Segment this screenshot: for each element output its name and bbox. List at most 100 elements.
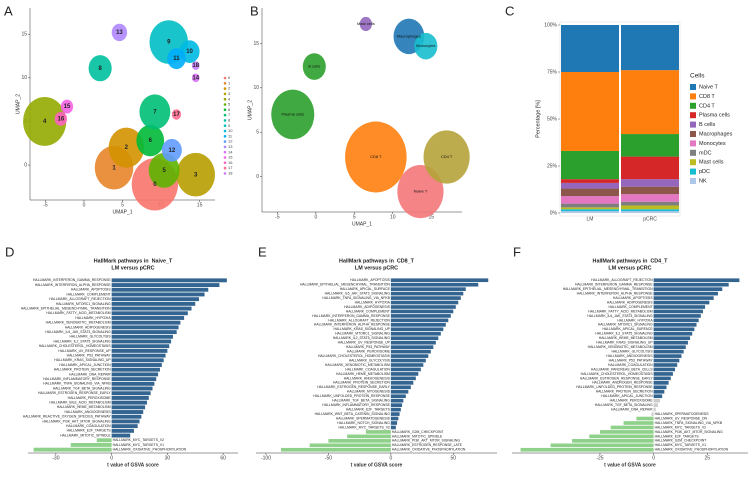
bar-label: HALLMARK_IL6_JAK_STAT3_SIGNALING [45, 330, 111, 334]
bar [111, 353, 166, 358]
y-tick-label: 15 [21, 32, 27, 38]
cluster-label: Macrophages [397, 33, 421, 38]
bar [653, 403, 658, 407]
bar [653, 394, 663, 399]
x-tick-label: pCRC [643, 216, 657, 222]
cluster [161, 138, 182, 162]
legend-swatch [223, 119, 227, 122]
x-tick-label: 50 [451, 455, 457, 461]
legend-label: 5 [228, 102, 231, 107]
bar [653, 336, 691, 341]
bar-label: HALLMARK_COMPLEMENT [346, 309, 390, 313]
panel-letter: E [258, 244, 267, 259]
bar-label: HALLMARK_P53_PATHWAY [67, 353, 112, 357]
bar-label: HALLMARK_GLYCOLYSIS [349, 358, 391, 362]
x-tick-label: LM [587, 216, 594, 222]
legend-label: 4 [228, 96, 231, 101]
bar [96, 438, 112, 443]
panel-title: HallMark pathways in CD8_T [339, 258, 415, 264]
cluster [136, 124, 165, 157]
bar [70, 442, 112, 447]
legend-swatch [223, 92, 227, 96]
cluster [167, 48, 186, 70]
legend-swatch [223, 108, 227, 112]
legend-swatch [223, 140, 227, 143]
cluster-label: 14 [192, 75, 199, 81]
cluster-label: 17 [173, 112, 180, 118]
y-tick-label: 5 [256, 130, 259, 136]
bar-label: HALLMARK_TNFA_SIGNALING_VIA_NFKB [655, 421, 723, 425]
bar-label: HALLMARK_APICAL_SURFACE [340, 287, 391, 291]
cluster [414, 32, 438, 60]
x-tick-label: -30 [52, 455, 59, 461]
bar-label: HALLMARK_DNA_REPAIR [69, 372, 111, 376]
bar-label: HALLMARK_APOPTOSIS [350, 278, 390, 282]
cluster [176, 152, 216, 197]
bar [390, 416, 399, 421]
legend-swatch [223, 76, 227, 80]
bar-label: HALLMARK_E2F_TARGETS [346, 408, 391, 412]
y-tick-label: 0% [550, 210, 558, 216]
x-tick-label: 0 [652, 455, 655, 461]
bar-label: HALLMARK_UNFOLDED_PROTEIN_RESPONSE [313, 394, 390, 398]
bar-label: HALLMARK_PANCREAS_BETA_CELLS [591, 367, 653, 371]
cluster-label: 11 [173, 56, 180, 62]
bar [653, 398, 661, 403]
bar-label: HALLMARK_ANGIOGENESIS [64, 410, 111, 414]
cluster [139, 94, 171, 130]
legend-label: 8 [228, 117, 231, 122]
bar [111, 339, 172, 344]
legend-swatch [223, 113, 227, 117]
bar-label: HALLMARK_INTERFERON_ALPHA_RESPONSE [577, 292, 654, 296]
cluster-label: 3 [194, 172, 198, 178]
x-tick-label: -5 [43, 202, 48, 208]
bar-segment [621, 25, 679, 71]
legend-swatch [223, 82, 227, 85]
bar-label: HALLMARK_PEROXISOME [347, 350, 391, 354]
bar [550, 443, 654, 448]
bar [623, 421, 654, 425]
bar [653, 381, 669, 385]
legend-swatch [690, 159, 696, 166]
bar [111, 428, 134, 433]
bar [111, 330, 177, 335]
bar [111, 367, 160, 372]
cluster-label: 13 [116, 30, 123, 36]
cluster-label: 5 [162, 168, 166, 174]
legend-label: 1 [228, 80, 231, 85]
cluster-label: 18 [192, 63, 199, 69]
bar [653, 305, 706, 309]
bar-label: HALLMARK_PEROXISOME [610, 399, 654, 403]
x-axis-title: t value of GSVA score [604, 462, 656, 468]
legend-swatch [690, 140, 696, 147]
legend-label: 11 [228, 133, 233, 138]
bar-label: HALLMARK_APOPTOSIS [71, 288, 111, 292]
cluster-label: 7 [153, 109, 157, 115]
bar-label: HALLMARK_ALLOGRAFT_REJECTION [591, 278, 653, 282]
legend-swatch [690, 84, 696, 90]
x-tick-label: 0 [389, 455, 392, 461]
bar-label: HALLMARK_COMPLEMENT [67, 292, 111, 296]
cluster [108, 127, 145, 168]
legend-label: 7 [228, 112, 231, 117]
bar-label: HALLMARK_ADIPOGENESIS [65, 325, 112, 329]
y-tick-label: 10 [253, 85, 259, 91]
bar-label: HALLMARK_TNFA_SIGNALING_VIA_NFKB [43, 382, 111, 386]
legend-swatch [223, 103, 227, 106]
bar-label: HALLMARK_TGF_BETA_SIGNALING [332, 399, 390, 403]
bar [653, 296, 714, 300]
bar-label: HALLMARK_INTERFERON_GAMMA_RESPONSE [33, 278, 111, 282]
bar-label: HALLMARK_MTORC1_SIGNALING [56, 302, 111, 306]
bar-label: HALLMARK_APOPTOSIS [613, 296, 653, 300]
cluster-label: 0 [153, 182, 157, 188]
panel-letter: B [250, 3, 259, 18]
bar [390, 300, 459, 305]
bar [111, 395, 149, 400]
x-tick-label: -25 [596, 455, 603, 461]
bar-label: HALLMARK_IL6_JAK_STAT3_SIGNALING [325, 292, 391, 296]
bar [653, 376, 671, 381]
legend-label: 2 [228, 86, 231, 91]
bar [390, 305, 456, 309]
legend-swatch [223, 129, 227, 133]
bar-label: HALLMARK_COAGULATION [345, 367, 390, 371]
